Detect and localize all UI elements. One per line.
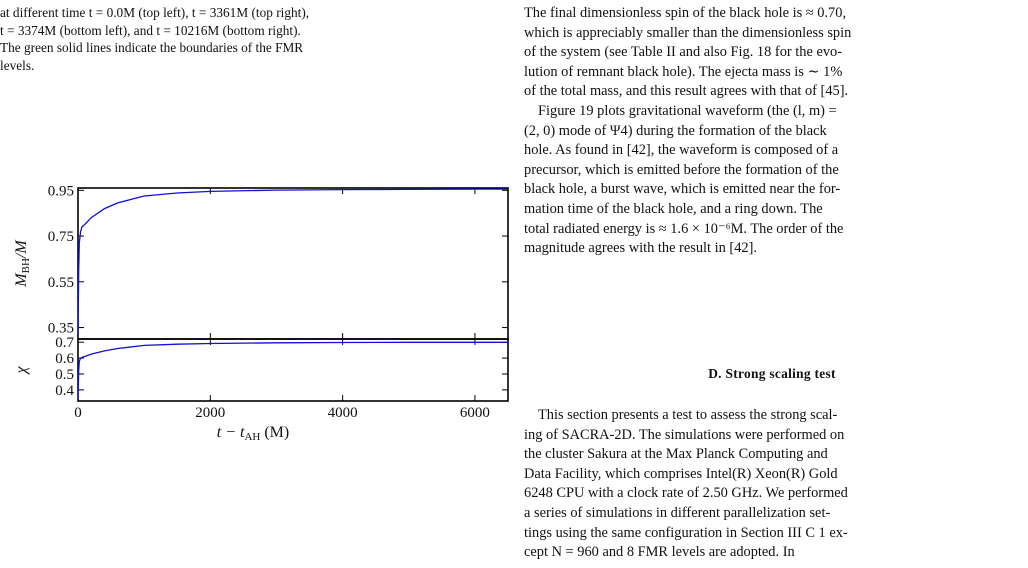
text-line: lution of remnant black hole). The eject… — [524, 63, 843, 80]
text-line: ing of SACRA-2D. The simulations were pe… — [524, 426, 845, 443]
y-tick-label: 0.55 — [48, 275, 74, 291]
y-axis-label: χ — [13, 366, 30, 376]
x-tick-label: 2000 — [195, 405, 225, 421]
y-tick-label: 0.7 — [55, 335, 74, 351]
text-line: mation time of the black hole, and a rin… — [524, 200, 823, 217]
caption-line: at different time t = 0.0M (top left), t… — [0, 5, 310, 20]
y-tick-label: 0.5 — [55, 367, 74, 383]
text-line: Figure 19 plots gravitational waveform (… — [538, 102, 837, 119]
caption-line: levels. — [0, 58, 35, 74]
y-tick-label: 0.75 — [48, 229, 74, 245]
mass-panel: 0.95 0.75 0.55 0.35 MBH/M — [13, 183, 509, 340]
text-line: Data Facility, which comprises Intel(R) … — [524, 465, 838, 482]
text-line: (2, 0) mode of Ψ4) during the formation … — [524, 122, 827, 139]
y-tick-label: 0.35 — [48, 321, 74, 337]
mass-spin-figure: 0.95 0.75 0.55 0.35 MBH/M 0.70.60.50.40 2000 4… — [13, 183, 509, 440]
text-line: tings using the same configuration in Se… — [524, 524, 848, 541]
caption-line: t = 3374M (bottom left), and t = 10216M … — [0, 22, 301, 38]
x-axis-label: t − tAH (M) — [217, 424, 289, 440]
text-line: cept N = 960 and 8 FMR levels are adopte… — [524, 544, 795, 561]
caption-line: The green solid lines indicate the bound… — [0, 40, 304, 56]
series-line — [77, 188, 508, 335]
y-tick-label: 0.95 — [48, 183, 74, 199]
figure-caption: at different time t = 0.0M (top left), t… — [0, 4, 500, 75]
text-line: the cluster Sakura at the Max Planck Com… — [524, 446, 828, 463]
x-tick-label: 6000 — [460, 405, 490, 421]
plot-frame — [77, 338, 509, 402]
plot-frame — [77, 187, 509, 340]
y-tick-label: 0.4 — [55, 383, 74, 399]
text-line: 6248 CPU with a clock rate of 2.50 GHz. … — [524, 485, 848, 502]
text-line: magnitude agrees with the result in [42]… — [524, 240, 757, 257]
y-axis-label: MBH/M — [13, 239, 32, 288]
text-line: of the system (see Table II and also Fig… — [524, 44, 843, 61]
body-text-right: The final dimensionless spin of the blac… — [524, 4, 1020, 259]
text-line: total radiated energy is ≈ 1.6 × 10⁻⁶M. … — [524, 220, 844, 237]
text-line: hole. As found in [42], the waveform is … — [524, 142, 839, 159]
spin-panel: 0.70.60.50.40 2000 4000 6000 χ t − tAH (M) — [13, 335, 509, 440]
text-line: black hole, a burst wave, which is emitt… — [524, 181, 841, 198]
body-text-right-lower: This section presents a test to assess t… — [524, 406, 1020, 563]
text-line: This section presents a test to assess t… — [538, 407, 838, 423]
text-line: a series of simulations in different par… — [524, 504, 831, 521]
text-line: which is appreciably smaller than the di… — [524, 24, 852, 41]
text-line: precursor, which is emitted before the f… — [524, 161, 839, 178]
x-tick-label: 0 — [74, 405, 82, 421]
x-tick-label: 4000 — [328, 405, 358, 421]
y-tick-label: 0.6 — [55, 351, 74, 367]
section-heading: D. Strong scaling test — [708, 366, 836, 381]
text-line: The final dimensionless spin of the blac… — [524, 5, 847, 21]
series-line — [77, 341, 508, 400]
text-line: of the total mass, and this result agree… — [524, 83, 849, 100]
